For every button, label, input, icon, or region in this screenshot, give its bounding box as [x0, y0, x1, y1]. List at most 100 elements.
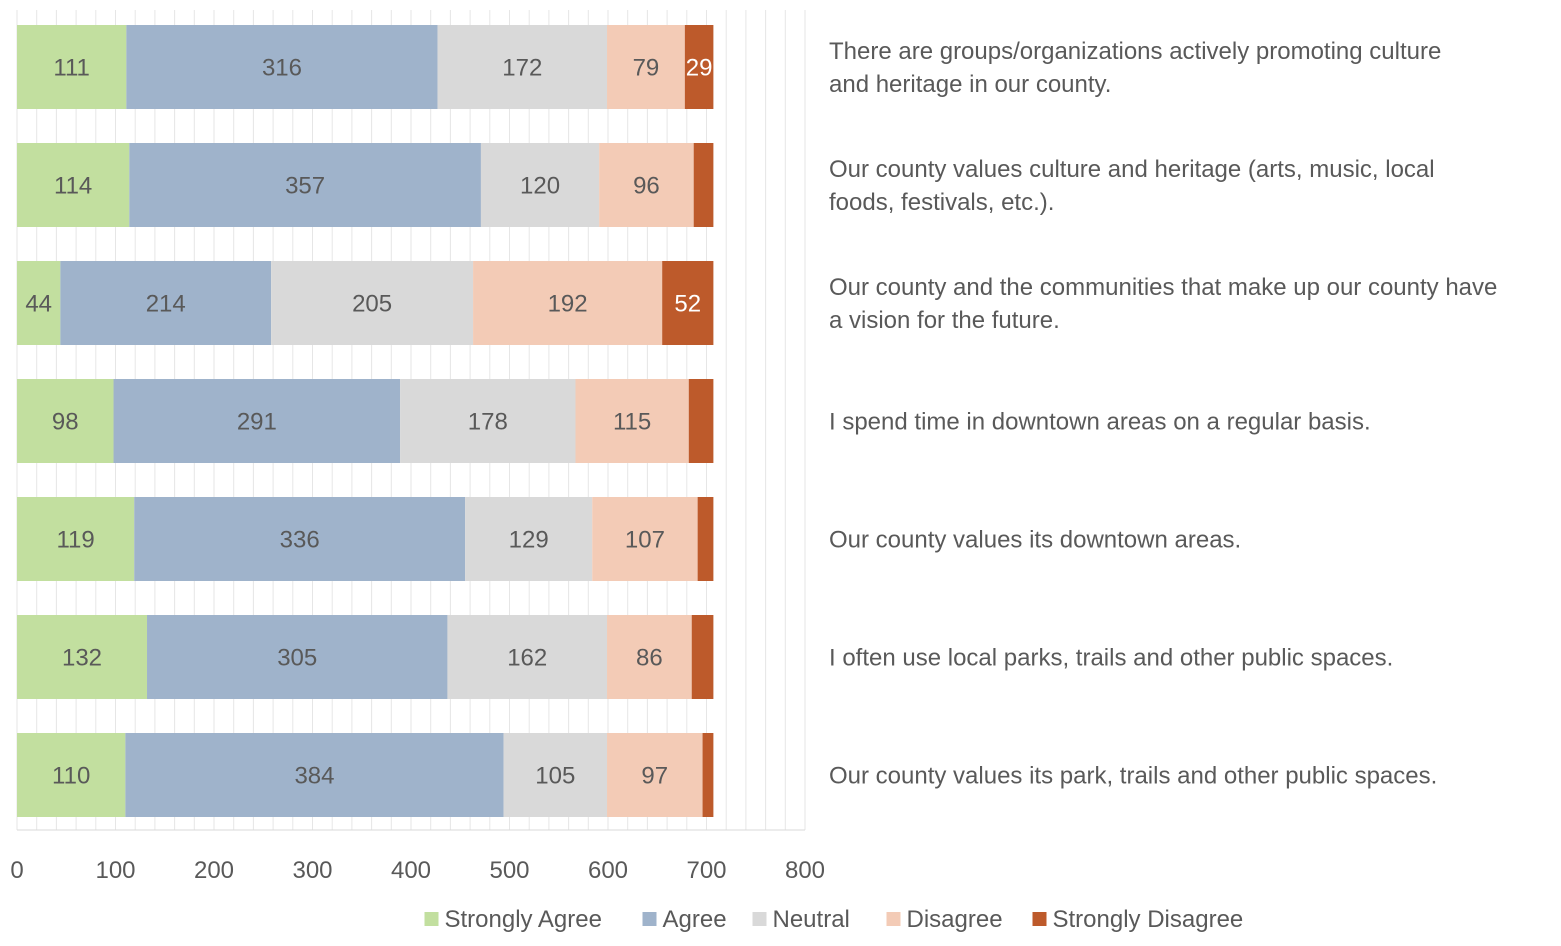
data-label: 96 [633, 172, 660, 199]
bar-segment [693, 143, 714, 227]
data-label: 214 [146, 290, 186, 317]
data-label: 110 [52, 762, 90, 789]
bar-segment [129, 143, 481, 227]
data-label: 97 [641, 762, 668, 789]
bar-segment [691, 615, 714, 699]
data-label: 114 [54, 172, 92, 199]
x-tick-label: 0 [10, 857, 23, 884]
bar-segment [147, 615, 448, 699]
bar-segment [607, 615, 692, 699]
x-tick-label: 300 [292, 857, 332, 884]
bar-segment [271, 261, 474, 345]
bar-segment [17, 733, 126, 817]
category-label-line: Our county values its park, trails and o… [829, 762, 1437, 789]
bar-segment [447, 615, 608, 699]
category-label-line: and heritage in our county. [829, 71, 1111, 98]
legend-swatch [752, 912, 767, 926]
category-label: There are groups/organizations actively … [829, 38, 1441, 98]
data-label: 111 [53, 54, 89, 81]
legend-swatch [424, 912, 439, 926]
data-label: 384 [294, 762, 334, 789]
bar-segment [60, 261, 272, 345]
x-tick-label: 500 [489, 857, 529, 884]
x-tick-label: 200 [194, 857, 234, 884]
data-label: 357 [285, 172, 325, 199]
data-label: 115 [613, 408, 651, 435]
bar-segment [17, 25, 127, 109]
bar-segment [17, 615, 148, 699]
bar-segment [662, 261, 714, 345]
data-label: 98 [52, 408, 79, 435]
bar-segment [688, 379, 714, 463]
data-label: 205 [352, 290, 392, 317]
category-label: I often use local parks, trails and othe… [829, 644, 1393, 671]
data-label: 192 [548, 290, 588, 317]
bar-segment [437, 25, 608, 109]
data-label: 86 [636, 644, 663, 671]
bar-segment [607, 25, 685, 109]
data-label: 120 [520, 172, 560, 199]
x-tick-label: 800 [785, 857, 825, 884]
x-tick-label: 100 [95, 857, 135, 884]
bar-segment [575, 379, 689, 463]
category-label-line: I often use local parks, trails and othe… [829, 644, 1393, 671]
category-label-line: Our county values culture and heritage (… [829, 156, 1435, 183]
x-tick-label: 600 [588, 857, 628, 884]
data-label: 105 [535, 762, 575, 789]
bar-segment [17, 379, 114, 463]
category-label: Our county values its downtown areas. [829, 526, 1241, 553]
data-label: 305 [277, 644, 317, 671]
category-label-line: I spend time in downtown areas on a regu… [829, 408, 1371, 435]
legend-swatch [1032, 912, 1047, 926]
x-tick-label: 700 [686, 857, 726, 884]
bar-segment [684, 25, 714, 109]
category-label-line: Our county values its downtown areas. [829, 526, 1241, 553]
legend-label: Neutral [773, 906, 850, 933]
legend-swatch [642, 912, 657, 926]
category-label-line: There are groups/organizations actively … [829, 38, 1441, 65]
data-label: 79 [633, 54, 660, 81]
bar-segment [134, 497, 466, 581]
bar-segment [480, 143, 600, 227]
data-label: 162 [507, 644, 547, 671]
legend-swatch [886, 912, 901, 926]
category-label: Our county values its park, trails and o… [829, 762, 1437, 789]
data-label: 178 [468, 408, 508, 435]
x-tick-label: 400 [391, 857, 431, 884]
bar-segment [599, 143, 694, 227]
category-label-line: a vision for the future. [829, 307, 1060, 334]
data-label: 107 [625, 526, 665, 553]
bar-segment [697, 497, 714, 581]
legend-label: Disagree [907, 906, 1003, 933]
bar-segment [126, 25, 438, 109]
legend-label: Strongly Disagree [1053, 906, 1244, 933]
category-label: Our county values culture and heritage (… [829, 156, 1435, 216]
category-label-line: foods, festivals, etc.). [829, 189, 1054, 216]
bar-segment [17, 497, 135, 581]
data-label: 52 [674, 290, 701, 317]
data-label: 132 [62, 644, 102, 671]
bar-segment [465, 497, 593, 581]
data-label: 119 [56, 526, 94, 553]
bar-segment [702, 733, 714, 817]
legend-label: Strongly Agree [445, 906, 602, 933]
bar-segment [125, 733, 504, 817]
data-label: 172 [502, 54, 542, 81]
bar-segment [17, 261, 61, 345]
data-label: 291 [237, 408, 277, 435]
bar-segment [17, 143, 130, 227]
bar-segment [400, 379, 576, 463]
bar-segment [473, 261, 663, 345]
category-label-line: Our county and the communities that make… [829, 274, 1497, 301]
data-label: 29 [686, 54, 713, 81]
category-label: I spend time in downtown areas on a regu… [829, 408, 1371, 435]
bar-segment [592, 497, 698, 581]
data-label: 129 [509, 526, 549, 553]
data-label: 316 [262, 54, 302, 81]
bar-segment [113, 379, 401, 463]
data-label: 336 [280, 526, 320, 553]
legend-label: Agree [663, 906, 727, 933]
category-label: Our county and the communities that make… [829, 274, 1497, 334]
